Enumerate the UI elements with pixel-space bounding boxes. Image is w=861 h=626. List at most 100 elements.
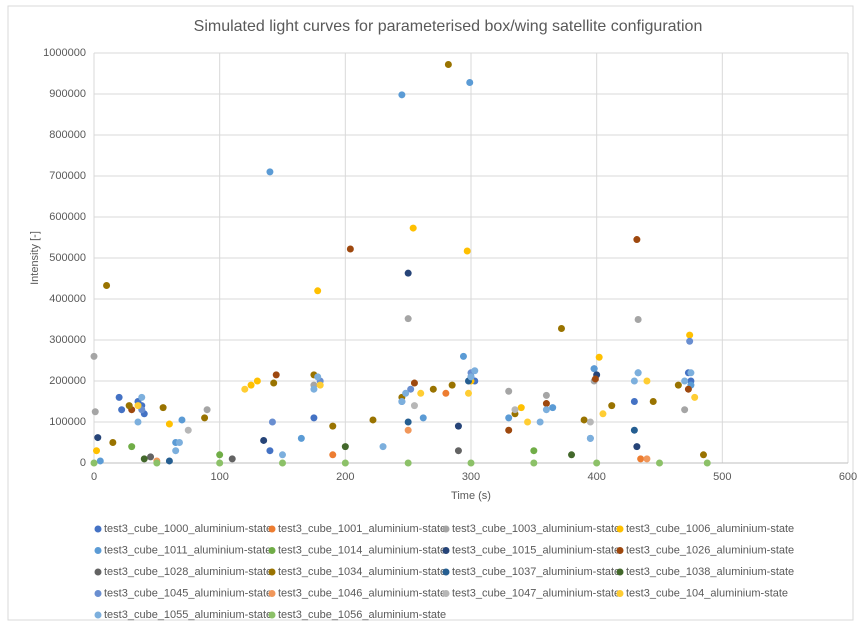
point	[272, 371, 280, 379]
point	[314, 287, 322, 295]
point	[260, 436, 268, 444]
point	[314, 373, 322, 381]
point	[681, 406, 689, 414]
point	[175, 439, 183, 446]
point	[297, 434, 305, 442]
point	[593, 459, 601, 467]
legend-label: test3_cube_1028_aluminium-state	[104, 566, 272, 578]
point	[530, 447, 538, 455]
point	[165, 457, 173, 465]
point	[228, 455, 236, 463]
legend-label: test3_cube_1056_aluminium-state	[278, 609, 446, 621]
chart-title: Simulated light curves for parameterised…	[194, 18, 703, 35]
point	[216, 451, 224, 459]
y-axis-label: Intensity [-]	[29, 231, 41, 285]
point	[568, 451, 576, 459]
point	[241, 385, 249, 393]
point	[630, 398, 638, 405]
point	[379, 443, 387, 451]
point	[398, 398, 406, 405]
legend-label: test3_cube_1037_aluminium-state	[452, 566, 620, 578]
legend-label: test3_cube_1038_aluminium-state	[626, 566, 794, 578]
point	[505, 387, 513, 395]
point	[134, 402, 142, 410]
x-tick-label: 500	[713, 471, 731, 483]
point	[279, 451, 286, 459]
legend-marker	[616, 590, 624, 597]
point	[410, 402, 418, 410]
legend-marker	[616, 525, 624, 533]
point	[329, 422, 337, 430]
point	[398, 91, 406, 99]
x-tick-label: 200	[336, 471, 354, 483]
point	[147, 453, 155, 461]
point	[96, 457, 104, 465]
point	[203, 406, 211, 414]
x-axis-label: Time (s)	[451, 490, 491, 502]
point	[530, 459, 538, 467]
point	[467, 373, 475, 381]
legend-label: test3_cube_1006_aluminium-state	[626, 523, 794, 535]
legend-label: test3_cube_1034_aluminium-state	[278, 566, 446, 578]
legend-label: test3_cube_1011_aluminium-state	[104, 544, 271, 556]
point	[444, 60, 452, 68]
point	[505, 414, 513, 422]
point	[103, 281, 111, 289]
point	[466, 79, 474, 87]
legend-label: test3_cube_1045_aluminium-state	[104, 587, 272, 599]
legend-label: test3_cube_1026_aluminium-state	[626, 544, 794, 556]
legend-marker	[94, 568, 102, 576]
point	[580, 416, 588, 424]
point	[93, 447, 101, 455]
point	[557, 325, 565, 333]
point	[404, 418, 412, 426]
y-tick-label: 400000	[49, 293, 86, 305]
point	[681, 377, 689, 385]
y-tick-label: 800000	[49, 129, 86, 141]
point	[341, 443, 349, 451]
point	[419, 414, 427, 422]
point	[90, 352, 98, 360]
point	[270, 379, 278, 387]
point	[517, 404, 525, 412]
point	[266, 168, 274, 176]
legend-marker	[94, 611, 102, 619]
legend-marker	[268, 611, 276, 619]
y-tick-label: 100000	[49, 416, 86, 428]
point	[703, 459, 711, 467]
point	[134, 418, 142, 426]
legend-label: test3_cube_1055_aluminium-state	[104, 609, 272, 621]
point	[94, 434, 102, 442]
legend-marker	[94, 525, 102, 533]
point	[637, 455, 645, 463]
legend-marker	[442, 547, 450, 554]
point	[656, 459, 663, 467]
legend-marker	[442, 590, 450, 597]
point	[633, 236, 641, 244]
point	[630, 377, 638, 385]
y-tick-label: 300000	[49, 334, 86, 346]
point	[524, 418, 532, 426]
y-tick-label: 1000000	[43, 47, 86, 59]
point	[417, 389, 425, 397]
point	[140, 455, 148, 463]
point	[467, 459, 475, 467]
point	[279, 459, 286, 467]
point	[346, 245, 354, 253]
point	[153, 459, 161, 467]
point	[178, 416, 186, 424]
legend-marker	[94, 547, 102, 554]
legend-marker	[268, 590, 276, 597]
y-tick-label: 0	[80, 457, 86, 469]
point	[599, 410, 607, 418]
point	[410, 379, 418, 387]
legend-label: test3_cube_1003_aluminium-state	[452, 523, 620, 535]
point	[310, 414, 318, 422]
x-tick-label: 600	[839, 471, 857, 483]
x-tick-label: 300	[462, 471, 480, 483]
legend-marker	[94, 590, 102, 597]
point	[454, 447, 462, 455]
point	[125, 402, 133, 410]
x-tick-label: 400	[587, 471, 605, 483]
